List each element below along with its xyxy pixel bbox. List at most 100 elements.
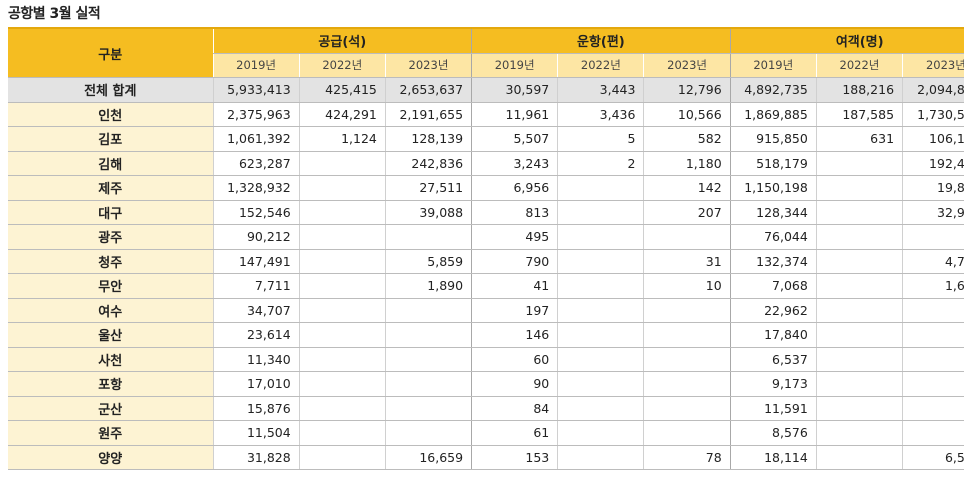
table-cell xyxy=(557,322,644,348)
table-cell: 4,892,735 xyxy=(729,77,817,103)
table-cell xyxy=(902,224,964,250)
table-cell: 17,010 xyxy=(212,371,300,397)
table-row: 인천 2,375,963 424,291 2,191,655 11,961 3,436 10… xyxy=(8,102,964,127)
table-row: 김포 1,061,392 1,124 128,139 5,507 5 582 915,850 6… xyxy=(8,126,964,152)
table-cell: 31,828 xyxy=(212,445,300,470)
table-cell: 1,150,198 xyxy=(729,175,817,201)
year-header: 2019년 xyxy=(471,53,558,78)
table-cell: 132,374 xyxy=(729,249,817,274)
table-cell xyxy=(643,396,731,421)
table-cell xyxy=(815,420,903,446)
row-label: 김해 xyxy=(8,151,213,176)
table-cell: 60 xyxy=(471,347,558,372)
row-label: 포항 xyxy=(8,371,213,397)
table-cell xyxy=(557,200,644,225)
group-header-passengers: 여객(명) xyxy=(729,27,964,54)
year-header: 2022년 xyxy=(298,53,386,78)
table-cell: 146 xyxy=(471,322,558,348)
table-cell: 1,890 xyxy=(384,273,472,299)
table-cell: 22,962 xyxy=(729,298,817,323)
table-cell: 192,424 xyxy=(902,151,964,176)
table-row: 원주 11,504 61 8,576 xyxy=(8,420,964,446)
table-cell: 424,291 xyxy=(298,102,386,127)
header-row-years: 2019년 2022년 2023년 2019년 2022년 2023년 2019… xyxy=(8,53,964,78)
row-label: 울산 xyxy=(8,322,213,348)
table-cell: 5,933,413 xyxy=(212,77,300,103)
table-cell xyxy=(384,420,472,446)
table-cell: 10,566 xyxy=(643,102,731,127)
table-cell xyxy=(643,224,731,250)
row-label: 전체 합계 xyxy=(8,77,213,103)
table-row: 군산 15,876 84 11,591 xyxy=(8,396,964,421)
table-cell xyxy=(815,371,903,397)
table-cell: 242,836 xyxy=(384,151,472,176)
table-cell xyxy=(557,273,644,299)
table-cell: 39,088 xyxy=(384,200,472,225)
table-cell: 518,179 xyxy=(729,151,817,176)
table-cell: 142 xyxy=(643,175,731,201)
category-header: 구분 xyxy=(8,27,213,78)
table-cell: 153 xyxy=(471,445,558,470)
table-cell: 31 xyxy=(643,249,731,274)
row-label: 김포 xyxy=(8,126,213,152)
table-cell xyxy=(557,298,644,323)
table-cell: 3,243 xyxy=(471,151,558,176)
table-cell: 152,546 xyxy=(212,200,300,225)
table-cell: 187,585 xyxy=(815,102,903,127)
table-cell xyxy=(298,273,386,299)
table-row-total: 전체 합계 5,933,413 425,415 2,653,637 30,597 3,44… xyxy=(8,77,964,103)
table-cell xyxy=(384,396,472,421)
row-label: 군산 xyxy=(8,396,213,421)
table-cell xyxy=(384,298,472,323)
year-header: 2023년 xyxy=(902,53,964,78)
table-cell xyxy=(298,347,386,372)
table-cell: 1,124 xyxy=(298,126,386,152)
table-cell: 207 xyxy=(643,200,731,225)
table-cell: 10 xyxy=(643,273,731,299)
table-cell: 6,956 xyxy=(471,175,558,201)
table-cell: 495 xyxy=(471,224,558,250)
header-row-groups: 구분 공급(석) 운항(편) 여객(명) xyxy=(8,27,964,78)
table-cell: 1,730,525 xyxy=(902,102,964,127)
airport-performance-table: 구분 공급(석) 운항(편) 여객(명) 2019년 2022년 2023년 2… xyxy=(8,27,964,470)
year-header: 2023년 xyxy=(643,53,731,78)
table-cell: 76,044 xyxy=(729,224,817,250)
table-cell: 11,340 xyxy=(212,347,300,372)
table-cell: 16,659 xyxy=(384,445,472,470)
year-header: 2023년 xyxy=(384,53,472,78)
year-header: 2022년 xyxy=(815,53,903,78)
table-cell: 8,576 xyxy=(729,420,817,446)
row-label: 양양 xyxy=(8,445,213,470)
table-cell: 7,068 xyxy=(729,273,817,299)
table-cell: 5,859 xyxy=(384,249,472,274)
table-cell: 2,094,897 xyxy=(902,77,964,103)
table-cell: 1,328,932 xyxy=(212,175,300,201)
table-cell: 9,173 xyxy=(729,371,817,397)
table-cell xyxy=(557,396,644,421)
table-cell: 425,415 xyxy=(298,77,386,103)
table-cell xyxy=(298,322,386,348)
table-cell xyxy=(902,420,964,446)
table-cell: 4,741 xyxy=(902,249,964,274)
table-cell: 631 xyxy=(815,126,903,152)
table-cell: 6,544 xyxy=(902,445,964,470)
table-cell: 41 xyxy=(471,273,558,299)
table-cell xyxy=(815,396,903,421)
table-cell xyxy=(298,224,386,250)
table-cell: 27,511 xyxy=(384,175,472,201)
table-cell xyxy=(384,224,472,250)
table-cell xyxy=(557,445,644,470)
table-cell: 6,537 xyxy=(729,347,817,372)
table-cell: 15,876 xyxy=(212,396,300,421)
row-label: 청주 xyxy=(8,249,213,274)
table-cell: 7,711 xyxy=(212,273,300,299)
table-cell: 32,945 xyxy=(902,200,964,225)
table-cell xyxy=(815,151,903,176)
table-cell xyxy=(643,371,731,397)
table-cell xyxy=(815,298,903,323)
table-cell xyxy=(902,371,964,397)
table-cell: 2,191,655 xyxy=(384,102,472,127)
table-cell: 30,597 xyxy=(471,77,558,103)
table-row: 사천 11,340 60 6,537 xyxy=(8,347,964,372)
